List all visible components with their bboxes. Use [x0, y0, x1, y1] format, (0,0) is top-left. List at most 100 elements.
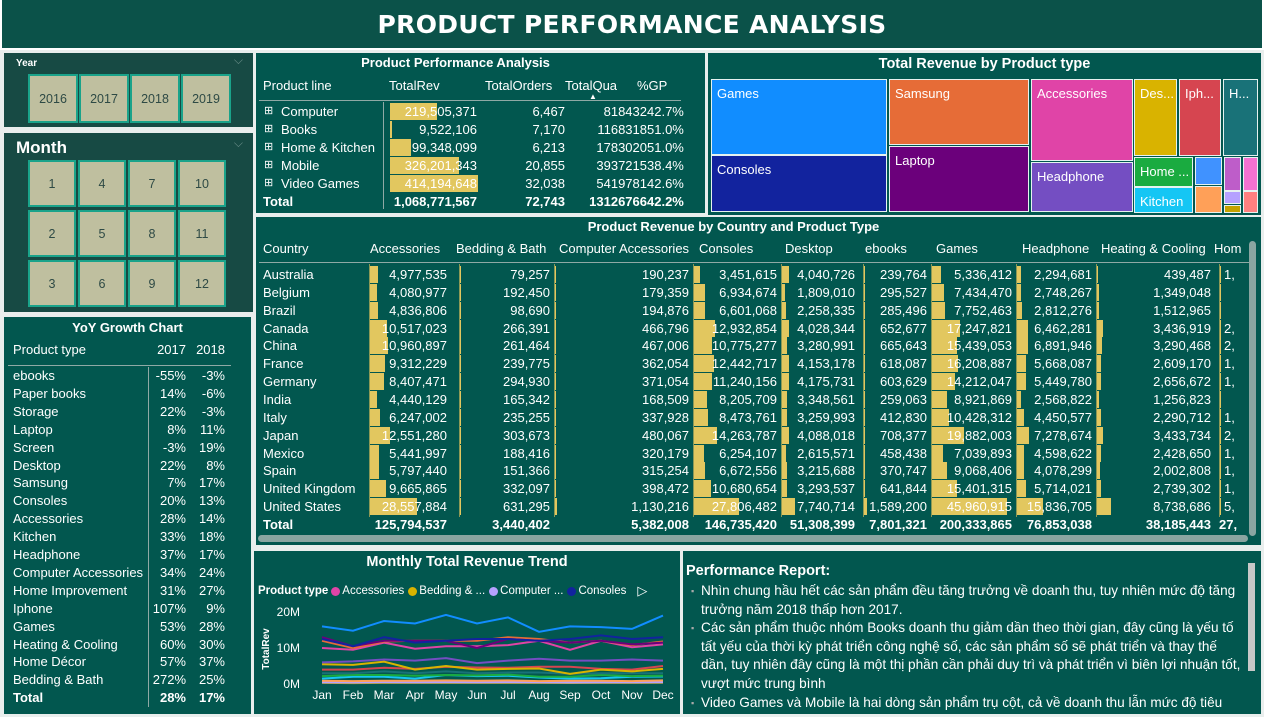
- treemap-tile-des[interactable]: Des...: [1134, 79, 1177, 156]
- revenue-data-bar: [1017, 462, 1024, 480]
- treemap-tile[interactable]: [1224, 205, 1241, 213]
- year-option-2019[interactable]: 2019: [181, 74, 231, 123]
- gp-percent-cell: 51.0%: [647, 121, 684, 137]
- yoy-header-2018[interactable]: 2018: [196, 342, 225, 357]
- treemap-tile[interactable]: [1195, 186, 1222, 213]
- treemap-tile-consoles[interactable]: Consoles: [711, 155, 887, 212]
- column-header-heating-cooling[interactable]: Heating & Cooling: [1101, 241, 1206, 256]
- value-cell: 4,088,018: [797, 427, 855, 443]
- treemap-tile[interactable]: [1195, 157, 1222, 185]
- column-header-computer-accessories[interactable]: Computer Accessories: [559, 241, 690, 256]
- expand-icon[interactable]: ⊞: [264, 122, 274, 135]
- product-line-cell: Home & Kitchen: [281, 139, 375, 155]
- column-header-country[interactable]: Country: [263, 241, 309, 256]
- column-header-games[interactable]: Games: [936, 241, 978, 256]
- year-option-2016[interactable]: 2016: [28, 74, 78, 123]
- treemap-tile-kitchen[interactable]: Kitchen: [1134, 187, 1193, 213]
- treemap-tile-home[interactable]: Home ...: [1134, 157, 1193, 187]
- series-line[interactable]: [321, 679, 664, 683]
- column-header-accessories[interactable]: Accessories: [370, 241, 441, 256]
- treemap-tile[interactable]: [1224, 157, 1241, 191]
- treemap-tile-h[interactable]: H...: [1223, 79, 1258, 156]
- treemap-tile-accessories[interactable]: Accessories: [1031, 79, 1133, 161]
- yoy-header-2017[interactable]: 2017: [157, 342, 186, 357]
- value-cell: 8,738,686: [1153, 499, 1211, 515]
- column-header-desktop[interactable]: Desktop: [785, 241, 833, 256]
- value-cell: 3,433,734: [1153, 427, 1211, 443]
- treemap-tile-headphone[interactable]: Headphone: [1031, 162, 1133, 212]
- year-option-2017[interactable]: 2017: [79, 74, 129, 123]
- value-cell: 4,153,178: [797, 356, 855, 372]
- series-line[interactable]: [321, 660, 664, 675]
- legend-item[interactable]: Consoles: [567, 585, 626, 597]
- revenue-data-bar: [1220, 283, 1221, 301]
- month-option-10[interactable]: 10: [178, 160, 226, 207]
- expand-icon[interactable]: ⊞: [264, 176, 274, 189]
- series-line[interactable]: [321, 657, 664, 665]
- treemap-tile-samsung[interactable]: Samsung: [889, 79, 1029, 145]
- value-cell: 4,175,731: [797, 374, 855, 390]
- expand-icon[interactable]: ⊞: [264, 140, 274, 153]
- column-header-totalorders[interactable]: TotalOrders: [485, 78, 553, 93]
- month-option-6[interactable]: 6: [78, 260, 126, 307]
- series-line[interactable]: [321, 613, 664, 633]
- treemap-tile[interactable]: [1224, 191, 1241, 204]
- series-line[interactable]: [321, 673, 664, 678]
- expand-icon[interactable]: ⊞: [264, 105, 274, 117]
- product-line-cell: Mobile: [281, 157, 320, 173]
- column-header-ebooks[interactable]: ebooks: [865, 241, 907, 256]
- column-header-headphone[interactable]: Headphone: [1022, 241, 1090, 256]
- revenue-data-bar: [1220, 498, 1221, 516]
- column-header-totalrev[interactable]: TotalRev: [389, 78, 440, 93]
- revenue-data-bar: [932, 498, 1007, 516]
- series-line[interactable]: [322, 670, 663, 675]
- revenue-data-bar: [1097, 480, 1102, 498]
- treemap-tile-iph[interactable]: Iph...: [1179, 79, 1221, 156]
- chevron-down-icon[interactable]: ⌵: [233, 136, 243, 150]
- revenue-data-bar: [864, 480, 866, 498]
- series-line[interactable]: [321, 636, 664, 650]
- month-option-1[interactable]: 1: [28, 160, 76, 207]
- growth-2017-cell: 272%: [152, 672, 186, 688]
- month-option-4[interactable]: 4: [78, 160, 126, 207]
- month-option-5[interactable]: 5: [78, 210, 126, 257]
- vertical-scrollbar[interactable]: [1249, 241, 1256, 536]
- value-cell: 412,830: [880, 409, 927, 425]
- revenue-data-bar: [555, 283, 556, 301]
- value-cell: 6,934,674: [719, 284, 777, 300]
- month-option-7[interactable]: 7: [128, 160, 176, 207]
- growth-2017-cell: 53%: [159, 618, 186, 634]
- yoy-header-product-type[interactable]: Product type: [13, 342, 86, 357]
- column-header-totalqua[interactable]: TotalQua: [565, 78, 618, 93]
- column-header-bedding-bath[interactable]: Bedding & Bath: [456, 241, 547, 256]
- treemap-tile[interactable]: [1243, 157, 1258, 191]
- value-cell: 1,256,823: [1153, 391, 1211, 407]
- month-option-3[interactable]: 3: [28, 260, 76, 307]
- series-line-consoles[interactable]: [321, 634, 664, 648]
- horizontal-scrollbar[interactable]: [258, 535, 1248, 542]
- month-option-8[interactable]: 8: [128, 210, 176, 257]
- month-option-2[interactable]: 2: [28, 210, 76, 257]
- column-header-hom[interactable]: Hom: [1214, 241, 1242, 256]
- treemap-tile-games[interactable]: Games: [711, 79, 887, 155]
- year-option-2018[interactable]: 2018: [130, 74, 180, 123]
- treemap-tile[interactable]: [1243, 191, 1258, 213]
- expand-icon[interactable]: ⊞: [264, 158, 274, 171]
- report-scrollbar[interactable]: [1248, 563, 1255, 671]
- month-option-12[interactable]: 12: [178, 260, 226, 307]
- column-header-product-line[interactable]: Product line: [263, 78, 332, 93]
- legend-next-arrow-icon[interactable]: ▷: [637, 583, 648, 598]
- value-cell: 2,: [1224, 320, 1235, 336]
- sort-ascending-icon[interactable]: ▲: [589, 92, 597, 101]
- legend-item[interactable]: Bedding & ...: [408, 585, 485, 597]
- column-header-consoles[interactable]: Consoles: [699, 241, 754, 256]
- value-cell: 17,247,821: [946, 320, 1012, 336]
- legend-item[interactable]: Computer ...: [489, 585, 563, 597]
- month-option-9[interactable]: 9: [128, 260, 176, 307]
- treemap-tile-laptop[interactable]: Laptop: [889, 146, 1029, 212]
- chevron-down-icon[interactable]: ⌵: [233, 53, 243, 67]
- column-header--gp[interactable]: %GP: [637, 78, 668, 93]
- month-option-11[interactable]: 11: [178, 210, 226, 257]
- value-cell: 15,836,705: [1026, 499, 1092, 515]
- legend-item[interactable]: Accessories: [331, 585, 404, 597]
